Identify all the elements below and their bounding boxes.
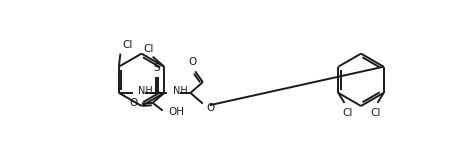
Text: Cl: Cl xyxy=(371,107,381,118)
Text: O: O xyxy=(207,103,215,112)
Text: S: S xyxy=(153,63,160,73)
Text: Cl: Cl xyxy=(144,44,154,54)
Text: Cl: Cl xyxy=(122,40,132,50)
Text: Cl: Cl xyxy=(342,107,353,118)
Text: O: O xyxy=(130,98,138,108)
Text: O: O xyxy=(188,58,197,67)
Text: NH: NH xyxy=(173,86,188,96)
Text: NH: NH xyxy=(138,86,153,96)
Text: OH: OH xyxy=(169,107,185,117)
